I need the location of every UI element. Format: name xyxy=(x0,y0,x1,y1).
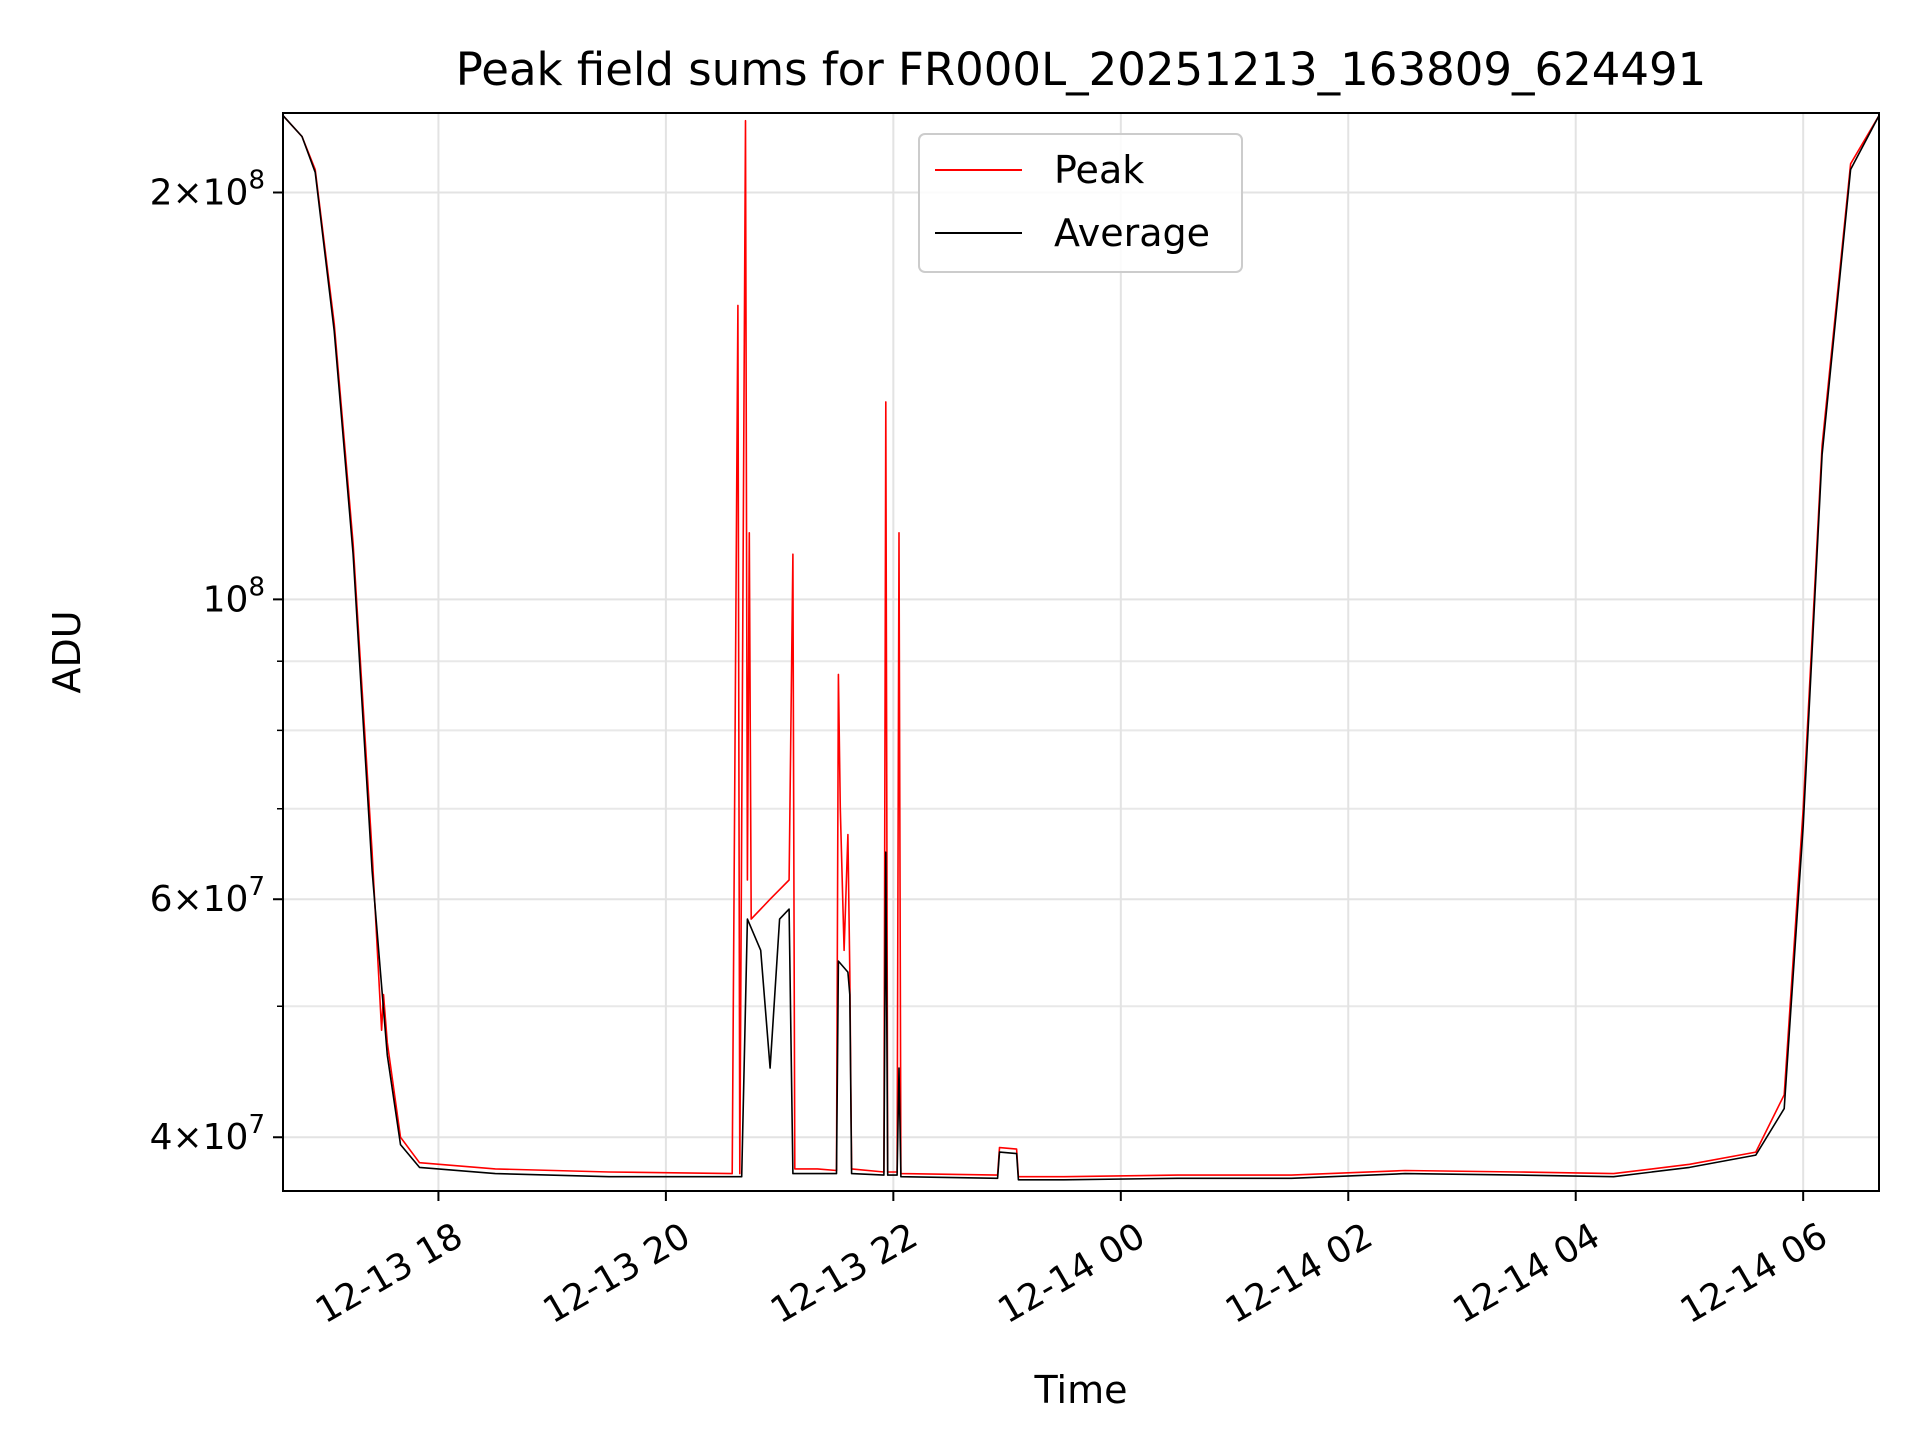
y-tick-label: 4×107 xyxy=(150,1110,265,1158)
y-tick-base: 10 xyxy=(203,1117,249,1158)
legend: Peak Average xyxy=(918,133,1243,273)
plot-frame xyxy=(282,112,1880,1192)
y-tick-base: 10 xyxy=(203,172,249,213)
y-tick-label: 108 xyxy=(203,572,265,620)
series-line-average xyxy=(282,115,1880,1181)
y-tick-base: 10 xyxy=(203,579,249,620)
chart-title: Peak field sums for FR000L_20251213_1638… xyxy=(456,43,1707,96)
y-tick-mantissa: 6× xyxy=(150,879,203,920)
y-tick-label: 2×108 xyxy=(150,165,265,213)
legend-label-peak: Peak xyxy=(1054,148,1144,192)
series-layer xyxy=(282,115,1880,1181)
y-tick-base: 10 xyxy=(203,879,249,920)
series-line-peak xyxy=(282,115,1880,1178)
y-tick-exponent: 7 xyxy=(248,872,265,902)
y-tick-exponent: 8 xyxy=(248,572,265,602)
y-axis-label: ADU xyxy=(45,610,89,693)
grid xyxy=(283,113,1879,1191)
y-tick-label: 6×107 xyxy=(150,872,265,920)
y-tick-mantissa: 4× xyxy=(150,1117,203,1158)
legend-box xyxy=(918,133,1243,273)
x-axis-label: Time xyxy=(1034,1368,1128,1412)
y-tick-exponent: 8 xyxy=(248,165,265,195)
y-tick-exponent: 7 xyxy=(248,1110,265,1140)
legend-label-average: Average xyxy=(1054,211,1210,255)
y-tick-mantissa: 2× xyxy=(150,172,203,213)
